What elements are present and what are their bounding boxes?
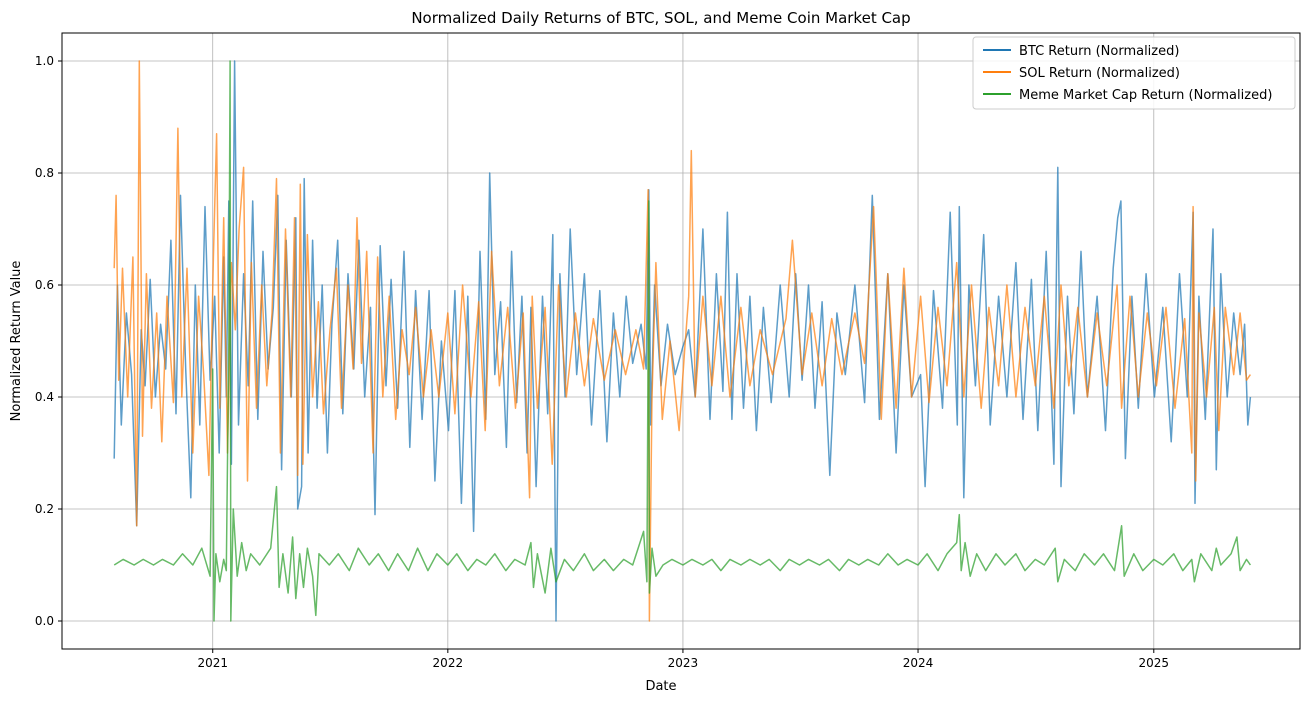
y-tick-label: 0.8	[35, 166, 54, 180]
y-tick-label: 1.0	[35, 54, 54, 68]
x-tick-label: 2021	[197, 656, 228, 670]
y-tick-label: 0.6	[35, 278, 54, 292]
x-tick-label: 2025	[1139, 656, 1170, 670]
legend-label-sol: SOL Return (Normalized)	[1019, 66, 1180, 81]
y-tick-label: 0.4	[35, 390, 54, 404]
x-tick-label: 2023	[668, 656, 699, 670]
x-axis-label: Date	[645, 679, 676, 694]
legend-label-meme: Meme Market Cap Return (Normalized)	[1019, 88, 1272, 103]
series-lines	[113, 60, 1252, 622]
legend-box	[972, 36, 1296, 110]
legend-label-btc: BTC Return (Normalized)	[1019, 44, 1179, 59]
y-axis-ticks: 0.0 0.2 0.4 0.6 0.8 1.0	[35, 54, 62, 628]
x-axis-ticks: 2021 2022 2023 2024 2025	[197, 649, 1169, 670]
x-tick-label: 2022	[433, 656, 464, 670]
meme-market-cap-return-line	[113, 60, 1252, 622]
legend: BTC Return (Normalized) SOL Return (Norm…	[972, 36, 1296, 110]
y-axis-label: Normalized Return Value	[9, 261, 24, 422]
y-tick-label: 0.0	[35, 614, 54, 628]
plot-frame	[61, 32, 1301, 650]
chart-title: Normalized Daily Returns of BTC, SOL, an…	[411, 9, 910, 27]
sol-return-line	[113, 60, 1252, 622]
y-tick-label: 0.2	[35, 502, 54, 516]
btc-return-line	[113, 60, 1252, 622]
x-tick-label: 2024	[903, 656, 934, 670]
